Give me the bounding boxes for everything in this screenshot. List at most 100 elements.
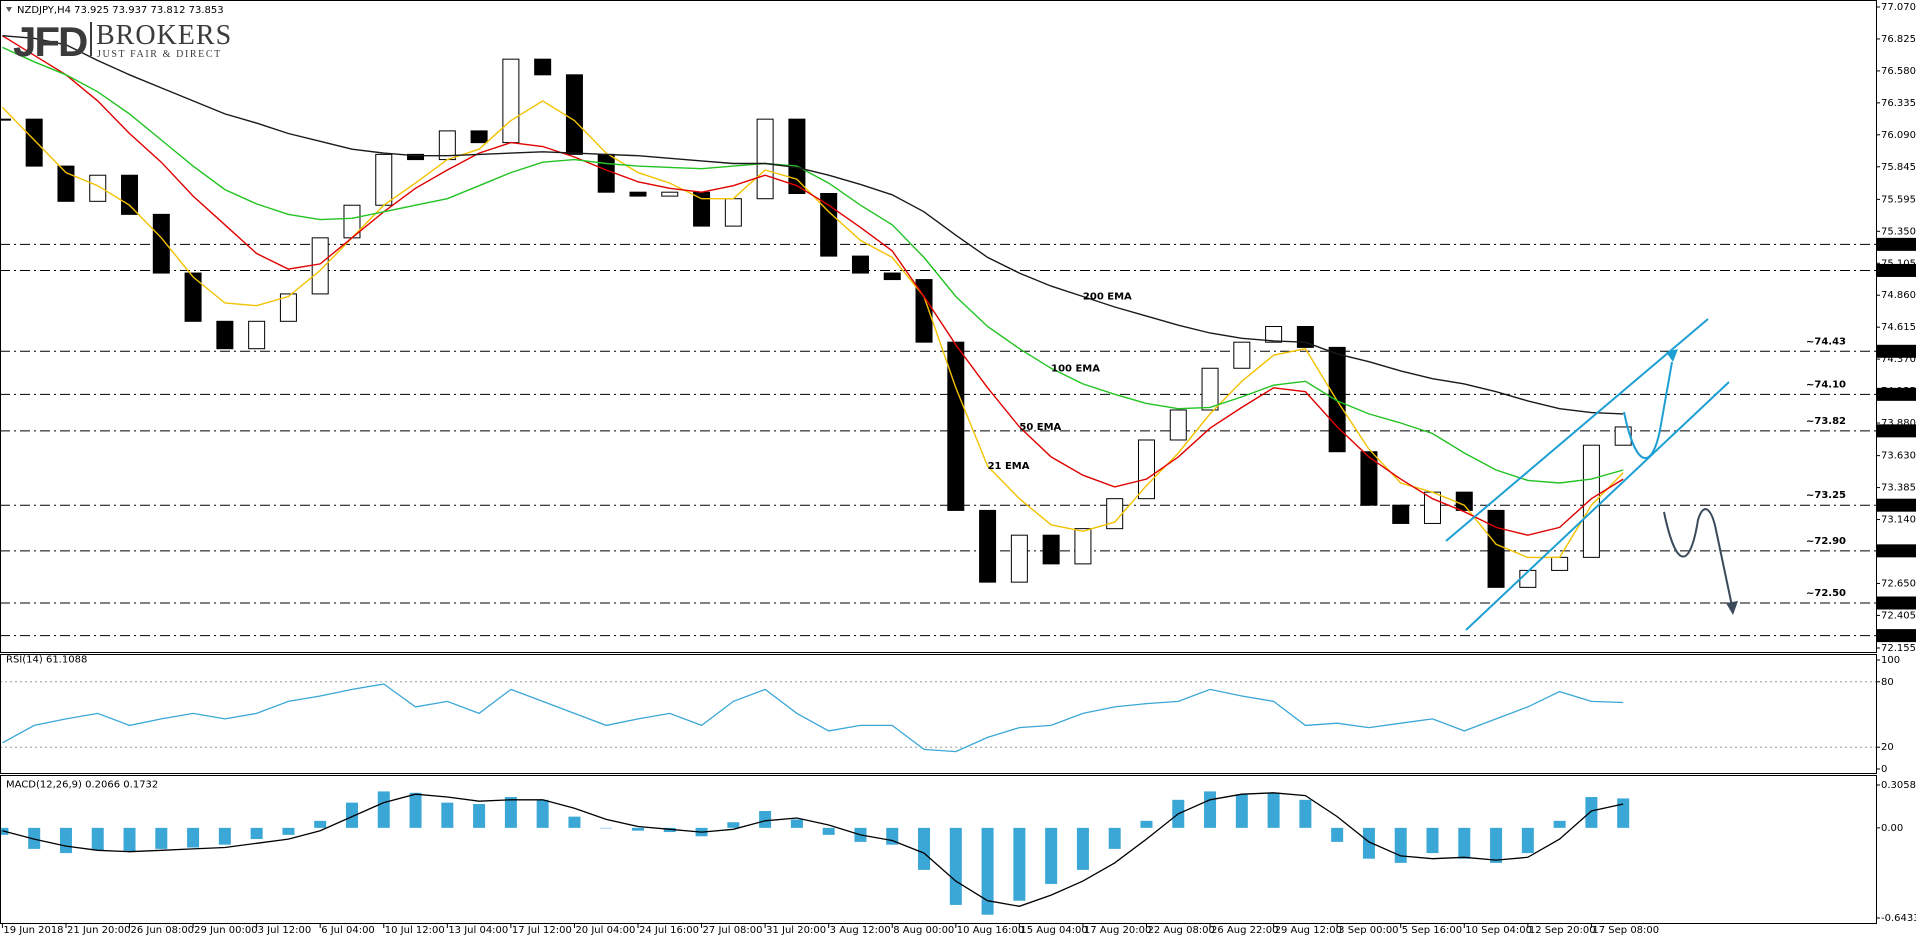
- histogram-bar: [1394, 827, 1407, 863]
- histogram-bar: [1521, 827, 1534, 854]
- x-tick-label: 17 Sep 08:00: [1592, 925, 1659, 936]
- logo-tagline: JUST FAIR & DIRECT: [97, 49, 222, 60]
- y-tick-label: 75.595: [1881, 194, 1916, 205]
- x-tick-label: 15 Aug 04:00: [1020, 925, 1087, 936]
- level-box: [1877, 498, 1916, 512]
- candle: [1392, 504, 1410, 524]
- candle: [470, 130, 488, 144]
- menu-triangle: [6, 7, 12, 12]
- candle: [1010, 534, 1028, 583]
- candle: [0, 118, 11, 121]
- candle: [979, 509, 997, 583]
- candle: [502, 58, 520, 144]
- series-line: [2, 792, 1624, 907]
- histogram-bar: [822, 827, 835, 835]
- candle: [1233, 341, 1251, 369]
- x-tick-label: 29 Aug 12:00: [1275, 925, 1342, 936]
- level-label: 72.500: [1879, 598, 1916, 609]
- candle: [121, 174, 139, 215]
- histogram-bar: [1426, 827, 1439, 854]
- y-tick-label: -0.6433: [1881, 913, 1916, 924]
- y-tick-label: 72.155: [1881, 643, 1916, 654]
- y-tick-label: 76.090: [1881, 130, 1916, 141]
- price-panel-frame: [0, 0, 1877, 653]
- histogram-bar: [1617, 798, 1630, 828]
- candle: [1551, 556, 1569, 571]
- level-box: [1877, 629, 1916, 643]
- histogram-bar: [632, 827, 644, 831]
- candle: [1042, 534, 1060, 565]
- logo-mark: JFD: [13, 18, 87, 65]
- x-tick-label: 17 Aug 20:00: [1084, 925, 1151, 936]
- data-layer: [0, 35, 1632, 915]
- bullish-arrowhead: [1666, 349, 1678, 362]
- y-tick-label: 72.650: [1881, 578, 1916, 589]
- front-layer: 75.250 75.050 74.430 ~74.43 74.100 ~74.10 73.8…: [6, 237, 1916, 791]
- symbol-info: NZDJPY,H4 73.925 73.937 73.812 73.853: [17, 5, 224, 16]
- candle: [25, 118, 43, 167]
- candle: [915, 279, 933, 343]
- x-tick-label: 6 Jul 04:00: [321, 925, 375, 936]
- candle: [1137, 439, 1155, 500]
- series-line: [2, 683, 1624, 753]
- level-label: 75.250: [1879, 239, 1916, 250]
- x-tick-label: 12 Sep 20:00: [1529, 925, 1596, 936]
- candle: [1265, 326, 1283, 343]
- candle: [1614, 426, 1632, 446]
- level-box: [1877, 544, 1916, 558]
- histogram-bar: [949, 827, 962, 905]
- candle: [89, 174, 107, 202]
- level-note: ~73.25: [1806, 490, 1846, 501]
- channel-upper: [1445, 318, 1709, 542]
- x-tick-label: 17 Jul 12:00: [512, 925, 572, 936]
- level-label: 73.250: [1879, 500, 1916, 511]
- histogram-bar: [28, 827, 41, 849]
- histogram-bar: [250, 827, 263, 840]
- level-note: ~72.50: [1806, 588, 1846, 599]
- histogram-bar: [536, 799, 549, 828]
- candle: [851, 255, 869, 274]
- x-tick-label: 13 Jul 04:00: [448, 925, 508, 936]
- y-tick-label: 74.615: [1881, 322, 1916, 333]
- level-note: ~72.90: [1806, 536, 1846, 547]
- series-line: [2, 46, 1624, 484]
- y-tick-label: 75.845: [1881, 162, 1916, 173]
- histogram-bar: [1267, 792, 1280, 828]
- candle: [1455, 491, 1473, 511]
- y-tick-label: 80: [1881, 677, 1894, 688]
- candle: [375, 153, 393, 206]
- x-tick-label: 3 Jul 12:00: [258, 925, 312, 936]
- y-tick-label: 0.3058: [1881, 780, 1916, 791]
- histogram-bar: [1108, 827, 1121, 849]
- histogram-bar: [1299, 799, 1312, 828]
- histogram-bar: [91, 827, 104, 851]
- histogram-bar: [1490, 827, 1503, 863]
- histogram-bar: [1076, 827, 1089, 870]
- candle: [184, 272, 202, 322]
- candle: [661, 191, 679, 197]
- level-label: 75.050: [1879, 265, 1916, 276]
- x-tick-label: 5 Sep 16:00: [1402, 925, 1462, 936]
- x-tick-label: 19 Jun 2018: [3, 925, 63, 936]
- y-tick-label: 76.825: [1881, 34, 1916, 45]
- y-tick-label: 0: [1881, 764, 1887, 775]
- candle: [152, 213, 170, 274]
- x-tick-label: 3 Aug 12:00: [830, 925, 891, 936]
- candle: [629, 191, 647, 197]
- candle: [1360, 451, 1378, 506]
- series-label: 200 EMA: [1083, 292, 1132, 303]
- histogram-bar: [1585, 797, 1598, 828]
- candle: [565, 74, 583, 155]
- level-box: [1877, 596, 1916, 610]
- y-tick-label: 77.070: [1881, 2, 1916, 13]
- x-tick-label: 22 Aug 08:00: [1147, 925, 1214, 936]
- histogram-bar: [727, 822, 740, 828]
- series-label: 100 EMA: [1051, 363, 1100, 374]
- x-tick-label: 21 Jun 20:00: [67, 925, 131, 936]
- histogram-bar: [600, 827, 613, 829]
- rsi-panel-frame: [0, 654, 1877, 774]
- histogram-bar: [1045, 827, 1058, 884]
- histogram-bar: [981, 827, 994, 915]
